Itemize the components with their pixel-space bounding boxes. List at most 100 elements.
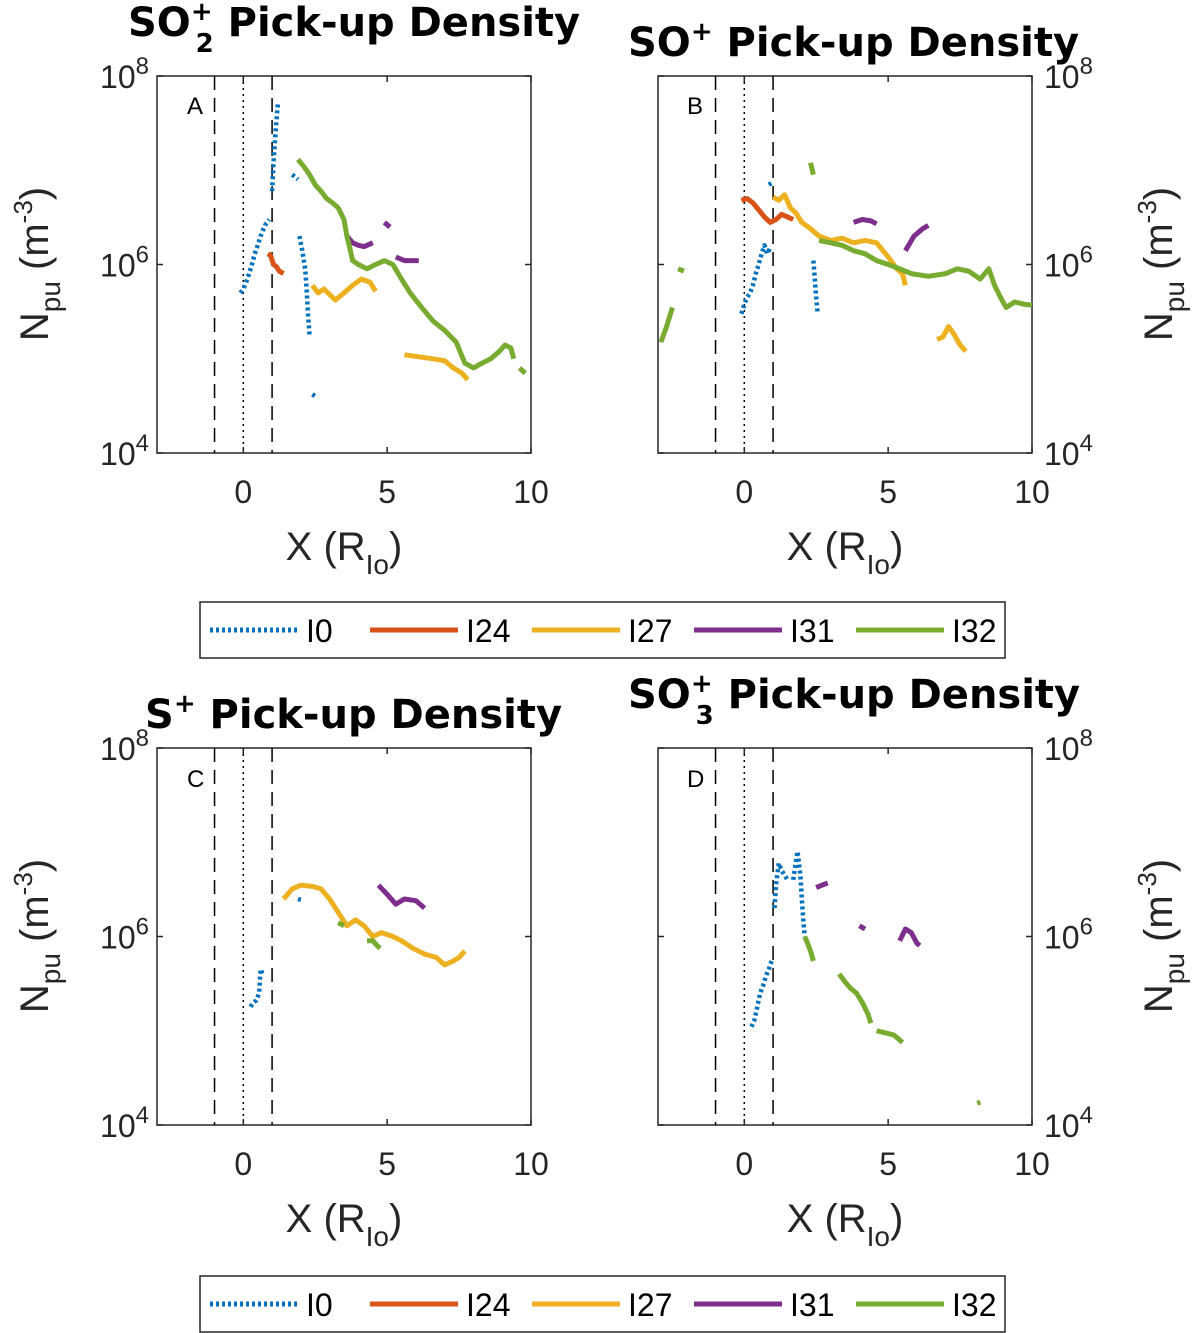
panel-d-xtick-label-0: 0 bbox=[735, 1146, 753, 1182]
panel-b-series-i31-segment-1 bbox=[903, 223, 930, 252]
panel-b-series-i32-segment-0 bbox=[658, 306, 675, 344]
panel-c-series-i32-segment-1 bbox=[367, 938, 382, 951]
legend-bottom-label-i32: I32 bbox=[952, 1287, 996, 1323]
panel-b-reference-lines bbox=[714, 76, 774, 453]
panel-d-series-i31-segment-2 bbox=[897, 926, 922, 948]
panel-c-xticks: 0 5 10 bbox=[234, 748, 549, 1182]
panel-d-series-i31-segment-0 bbox=[815, 880, 829, 890]
panel-d-reference-lines bbox=[714, 748, 774, 1125]
panel-c-series-i0-segment-1 bbox=[297, 896, 305, 903]
legend-bottom: I0 I24 I27 I31 I32 bbox=[199, 1275, 1006, 1333]
panel-b-xlabel: X (RIo) bbox=[787, 525, 904, 580]
panel-d-series bbox=[749, 849, 982, 1106]
panel-c-title: S+ Pick-up Density bbox=[145, 689, 562, 738]
panel-a-series-i24-segment-0 bbox=[266, 251, 285, 276]
panel-c-axes-box bbox=[156, 747, 532, 1126]
panel-a-series bbox=[238, 104, 527, 399]
panel-d-ytick-label-0: 104 bbox=[1044, 1102, 1093, 1144]
panel-d-xlabel: X (RIo) bbox=[787, 1197, 904, 1252]
panel-d-series-i32-segment-3 bbox=[976, 1099, 982, 1106]
legend-top-label-i32: I32 bbox=[952, 613, 996, 649]
panel-c-series bbox=[248, 882, 467, 1008]
panel-b-ytick-label-1: 106 bbox=[1044, 242, 1093, 284]
panel-a-ylabel: Npu (m-3) bbox=[8, 187, 66, 341]
panel-b-series-i32-segment-3 bbox=[818, 237, 1033, 310]
panel-a-series-i0-segment-2 bbox=[290, 172, 300, 182]
panel-a-xtick-label-2: 10 bbox=[513, 474, 549, 510]
panel-a-series-i32-segment-0 bbox=[296, 157, 517, 371]
panel-b-series-i0-segment-1 bbox=[767, 180, 775, 187]
panel-a-series-i31-segment-2 bbox=[394, 254, 419, 264]
panel-d-series-i0-segment-2 bbox=[790, 849, 807, 937]
panel-a-reference-lines bbox=[213, 76, 273, 453]
legend-bottom-label-i27: I27 bbox=[628, 1287, 672, 1323]
panel-c: S+ Pick-up Density C 0 5 10 104 106 108 X (R… bbox=[8, 689, 562, 1252]
panel-a-series-i27-segment-0 bbox=[310, 276, 378, 303]
panel-d-ytick-label-2: 108 bbox=[1044, 725, 1093, 767]
panel-c-ytick-label-1: 106 bbox=[100, 914, 149, 956]
panel-a-series-i31-segment-0 bbox=[344, 234, 374, 250]
legend-top-label-i27: I27 bbox=[628, 613, 672, 649]
panel-b-xtick-label-2: 10 bbox=[1014, 474, 1050, 510]
panel-c-ytick-label-2: 108 bbox=[100, 725, 149, 767]
panel-c-letter: C bbox=[187, 766, 204, 793]
panel-b-series-i27-segment-0 bbox=[771, 192, 908, 286]
panel-b-series-i32-segment-2 bbox=[808, 162, 816, 176]
panel-d-xticks: 0 5 10 bbox=[735, 748, 1050, 1182]
panel-c-series-i27-segment-0 bbox=[281, 882, 467, 968]
panel-a-ytick-label-1: 106 bbox=[100, 242, 149, 284]
panel-b-series-i24-segment-0 bbox=[740, 196, 795, 225]
panel-d-ylabel: Npu (m-3) bbox=[1132, 859, 1190, 1013]
panel-a-axes-box bbox=[156, 75, 532, 454]
panel-d-letter: D bbox=[687, 766, 704, 793]
panel-d-ytick-label-1: 106 bbox=[1044, 914, 1093, 956]
panel-b-xtick-label-0: 0 bbox=[735, 474, 753, 510]
panel-d-series-i32-segment-0 bbox=[802, 935, 816, 962]
panel-b-letter: B bbox=[687, 93, 703, 120]
panel-d-series-i32-segment-1 bbox=[837, 972, 874, 1025]
panel-d-series-i31-segment-1 bbox=[858, 923, 867, 932]
panel-b: SO+ Pick-up Density B 0 5 10 104 106 108 X (… bbox=[628, 17, 1190, 580]
panel-a-series-i32-segment-1 bbox=[517, 366, 527, 376]
panel-d-series-i0-segment-1 bbox=[772, 860, 790, 909]
legend-top-label-i0: I0 bbox=[306, 613, 333, 649]
panel-a-series-i0-segment-0 bbox=[238, 218, 272, 295]
legend-bottom-label-i31: I31 bbox=[790, 1287, 834, 1323]
panel-a-ytick-label-2: 108 bbox=[100, 53, 149, 95]
panel-a-series-i31-segment-1 bbox=[382, 220, 392, 229]
panel-d: SO+ 3 Pick-up Density D 0 5 10 104 106 108 X … bbox=[628, 669, 1190, 1252]
panel-b-ytick-label-2: 108 bbox=[1044, 53, 1093, 95]
panel-a-series-i0-segment-3 bbox=[297, 235, 312, 335]
panel-b-ylabel: Npu (m-3) bbox=[1132, 187, 1190, 341]
panel-c-series-i0-segment-0 bbox=[248, 966, 266, 1008]
panel-d-series-i32-segment-2 bbox=[876, 1028, 905, 1045]
panel-c-xtick-label-1: 5 bbox=[378, 1146, 396, 1182]
panel-d-yticks: 104 106 108 bbox=[658, 725, 1093, 1144]
panel-a-series-i0-segment-4 bbox=[311, 392, 317, 399]
panel-d-series-i0-segment-0 bbox=[749, 960, 774, 1028]
legend-top-label-i31: I31 bbox=[790, 613, 834, 649]
panel-a-xtick-label-0: 0 bbox=[234, 474, 252, 510]
panel-b-series bbox=[658, 162, 1033, 353]
panel-b-series-i27-segment-1 bbox=[936, 324, 968, 353]
panel-d-xtick-label-2: 10 bbox=[1014, 1146, 1050, 1182]
panel-d-title: SO+ 3 Pick-up Density bbox=[628, 669, 1080, 731]
panel-c-ylabel: Npu (m-3) bbox=[8, 859, 66, 1013]
panel-a-letter: A bbox=[187, 93, 203, 120]
legend-bottom-label-i24: I24 bbox=[466, 1287, 510, 1323]
panel-a-yticks: 104 106 108 bbox=[100, 53, 531, 472]
panel-d-xtick-label-1: 5 bbox=[879, 1146, 897, 1182]
panel-b-axes-box bbox=[657, 75, 1033, 454]
legend-top-label-i24: I24 bbox=[466, 613, 510, 649]
panel-a: SO+ 2 Pick-up Density A 0 5 10 104 106 108 X … bbox=[8, 0, 580, 580]
panel-a-xlabel: X (RIo) bbox=[286, 525, 403, 580]
panel-a-xtick-label-1: 5 bbox=[378, 474, 396, 510]
panel-c-series-i32-segment-0 bbox=[337, 920, 346, 929]
panel-b-series-i0-segment-0 bbox=[739, 243, 773, 315]
panel-c-xtick-label-2: 10 bbox=[513, 1146, 549, 1182]
legend-top: I0 I24 I27 I31 I32 bbox=[199, 601, 1006, 659]
panel-c-ytick-label-0: 104 bbox=[100, 1102, 149, 1144]
panel-c-xlabel: X (RIo) bbox=[286, 1197, 403, 1252]
panel-b-ytick-label-0: 104 bbox=[1044, 430, 1093, 472]
